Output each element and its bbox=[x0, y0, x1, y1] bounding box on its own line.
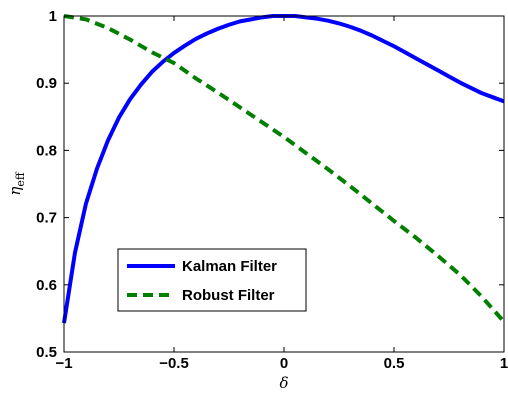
axes-layer: −1 −0.5 0 0.5 1 0.5 0.6 0.7 0.8 0.9 1 bbox=[36, 8, 508, 372]
legend-box bbox=[117, 248, 307, 312]
y-tick-label: 1 bbox=[49, 8, 57, 25]
y-axis-label-main: η bbox=[6, 187, 24, 196]
legend: Kalman Filter Robust Filter bbox=[117, 248, 307, 312]
y-axis-label: ηeff bbox=[6, 171, 27, 196]
x-axis-label: δ bbox=[279, 374, 288, 392]
legend-label: Kalman Filter bbox=[182, 258, 277, 275]
legend-label: Robust Filter bbox=[182, 287, 275, 304]
x-tick-label: 0 bbox=[280, 355, 288, 372]
x-tick-label: −0.5 bbox=[159, 355, 189, 372]
y-axis-label-subscript: eff bbox=[14, 171, 27, 187]
y-tick-label: 0.6 bbox=[36, 277, 57, 294]
x-tick-label: 0.5 bbox=[384, 355, 405, 372]
y-tick-label: 0.8 bbox=[36, 142, 57, 159]
y-tick-label: 0.7 bbox=[36, 210, 57, 227]
x-tick-label: 1 bbox=[500, 355, 508, 372]
x-tick-label: −1 bbox=[55, 355, 72, 372]
series-line-robust-filter bbox=[63, 14, 506, 324]
y-tick-label: 0.9 bbox=[36, 75, 57, 92]
y-tick-label: 0.5 bbox=[36, 344, 57, 361]
